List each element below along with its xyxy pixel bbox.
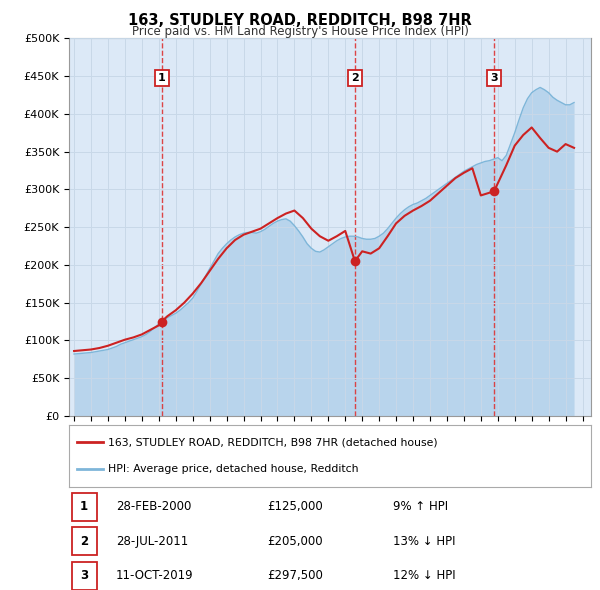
Text: 28-JUL-2011: 28-JUL-2011 — [116, 535, 188, 548]
Text: 163, STUDLEY ROAD, REDDITCH, B98 7HR (detached house): 163, STUDLEY ROAD, REDDITCH, B98 7HR (de… — [108, 437, 438, 447]
Text: 2: 2 — [80, 535, 88, 548]
Text: £125,000: £125,000 — [268, 500, 323, 513]
Text: 12% ↓ HPI: 12% ↓ HPI — [392, 569, 455, 582]
Text: 9% ↑ HPI: 9% ↑ HPI — [392, 500, 448, 513]
FancyBboxPatch shape — [71, 493, 97, 521]
Text: 163, STUDLEY ROAD, REDDITCH, B98 7HR: 163, STUDLEY ROAD, REDDITCH, B98 7HR — [128, 13, 472, 28]
Text: 13% ↓ HPI: 13% ↓ HPI — [392, 535, 455, 548]
FancyBboxPatch shape — [71, 527, 97, 555]
Text: HPI: Average price, detached house, Redditch: HPI: Average price, detached house, Redd… — [108, 464, 359, 474]
Text: £297,500: £297,500 — [268, 569, 323, 582]
FancyBboxPatch shape — [71, 562, 97, 589]
Text: £205,000: £205,000 — [268, 535, 323, 548]
Text: Price paid vs. HM Land Registry's House Price Index (HPI): Price paid vs. HM Land Registry's House … — [131, 25, 469, 38]
Text: 11-OCT-2019: 11-OCT-2019 — [116, 569, 194, 582]
Text: 3: 3 — [80, 569, 88, 582]
Text: 2: 2 — [351, 73, 359, 83]
Text: 1: 1 — [158, 73, 166, 83]
Text: 3: 3 — [490, 73, 498, 83]
Text: 1: 1 — [80, 500, 88, 513]
Text: 28-FEB-2000: 28-FEB-2000 — [116, 500, 191, 513]
